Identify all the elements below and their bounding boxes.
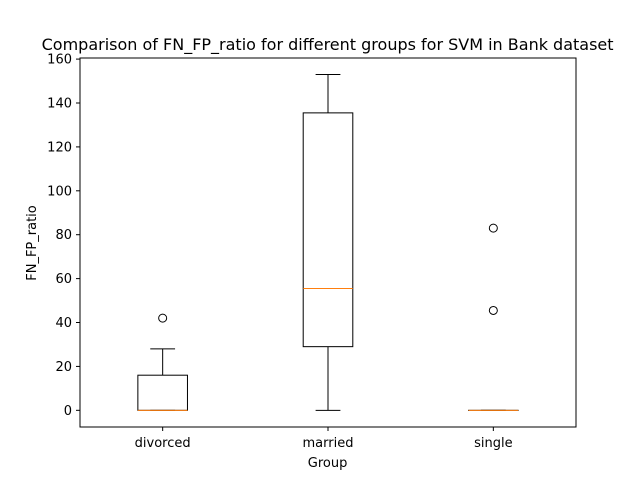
y-tick-label: 20 [55,360,72,375]
y-tick-label: 100 [47,184,72,199]
y-axis-label: FN_FP_ratio [25,205,40,281]
outlier-single [488,305,498,315]
chart-title: Comparison of FN_FP_ratio for different … [42,35,614,55]
x-tick-label: single [474,436,513,451]
y-tick-label: 60 [55,272,72,287]
x-tick-label: married [303,436,354,451]
plot-area: 0 20 40 60 80 100 120 140 160 divorced married sing… [47,53,577,451]
y-tick-label: 80 [55,228,72,243]
box-divorced [137,374,188,411]
y-tick-label: 160 [47,53,72,68]
y-tick-label: 140 [47,97,72,112]
y-tick-label: 120 [47,140,72,155]
box-married [302,112,354,348]
x-tick-label: divorced [135,436,191,451]
outlier-single [488,223,498,233]
y-tick-label: 0 [64,404,72,419]
y-tick-label: 40 [55,316,72,331]
outlier-divorced [158,313,168,323]
x-axis-label: Group [308,456,348,471]
